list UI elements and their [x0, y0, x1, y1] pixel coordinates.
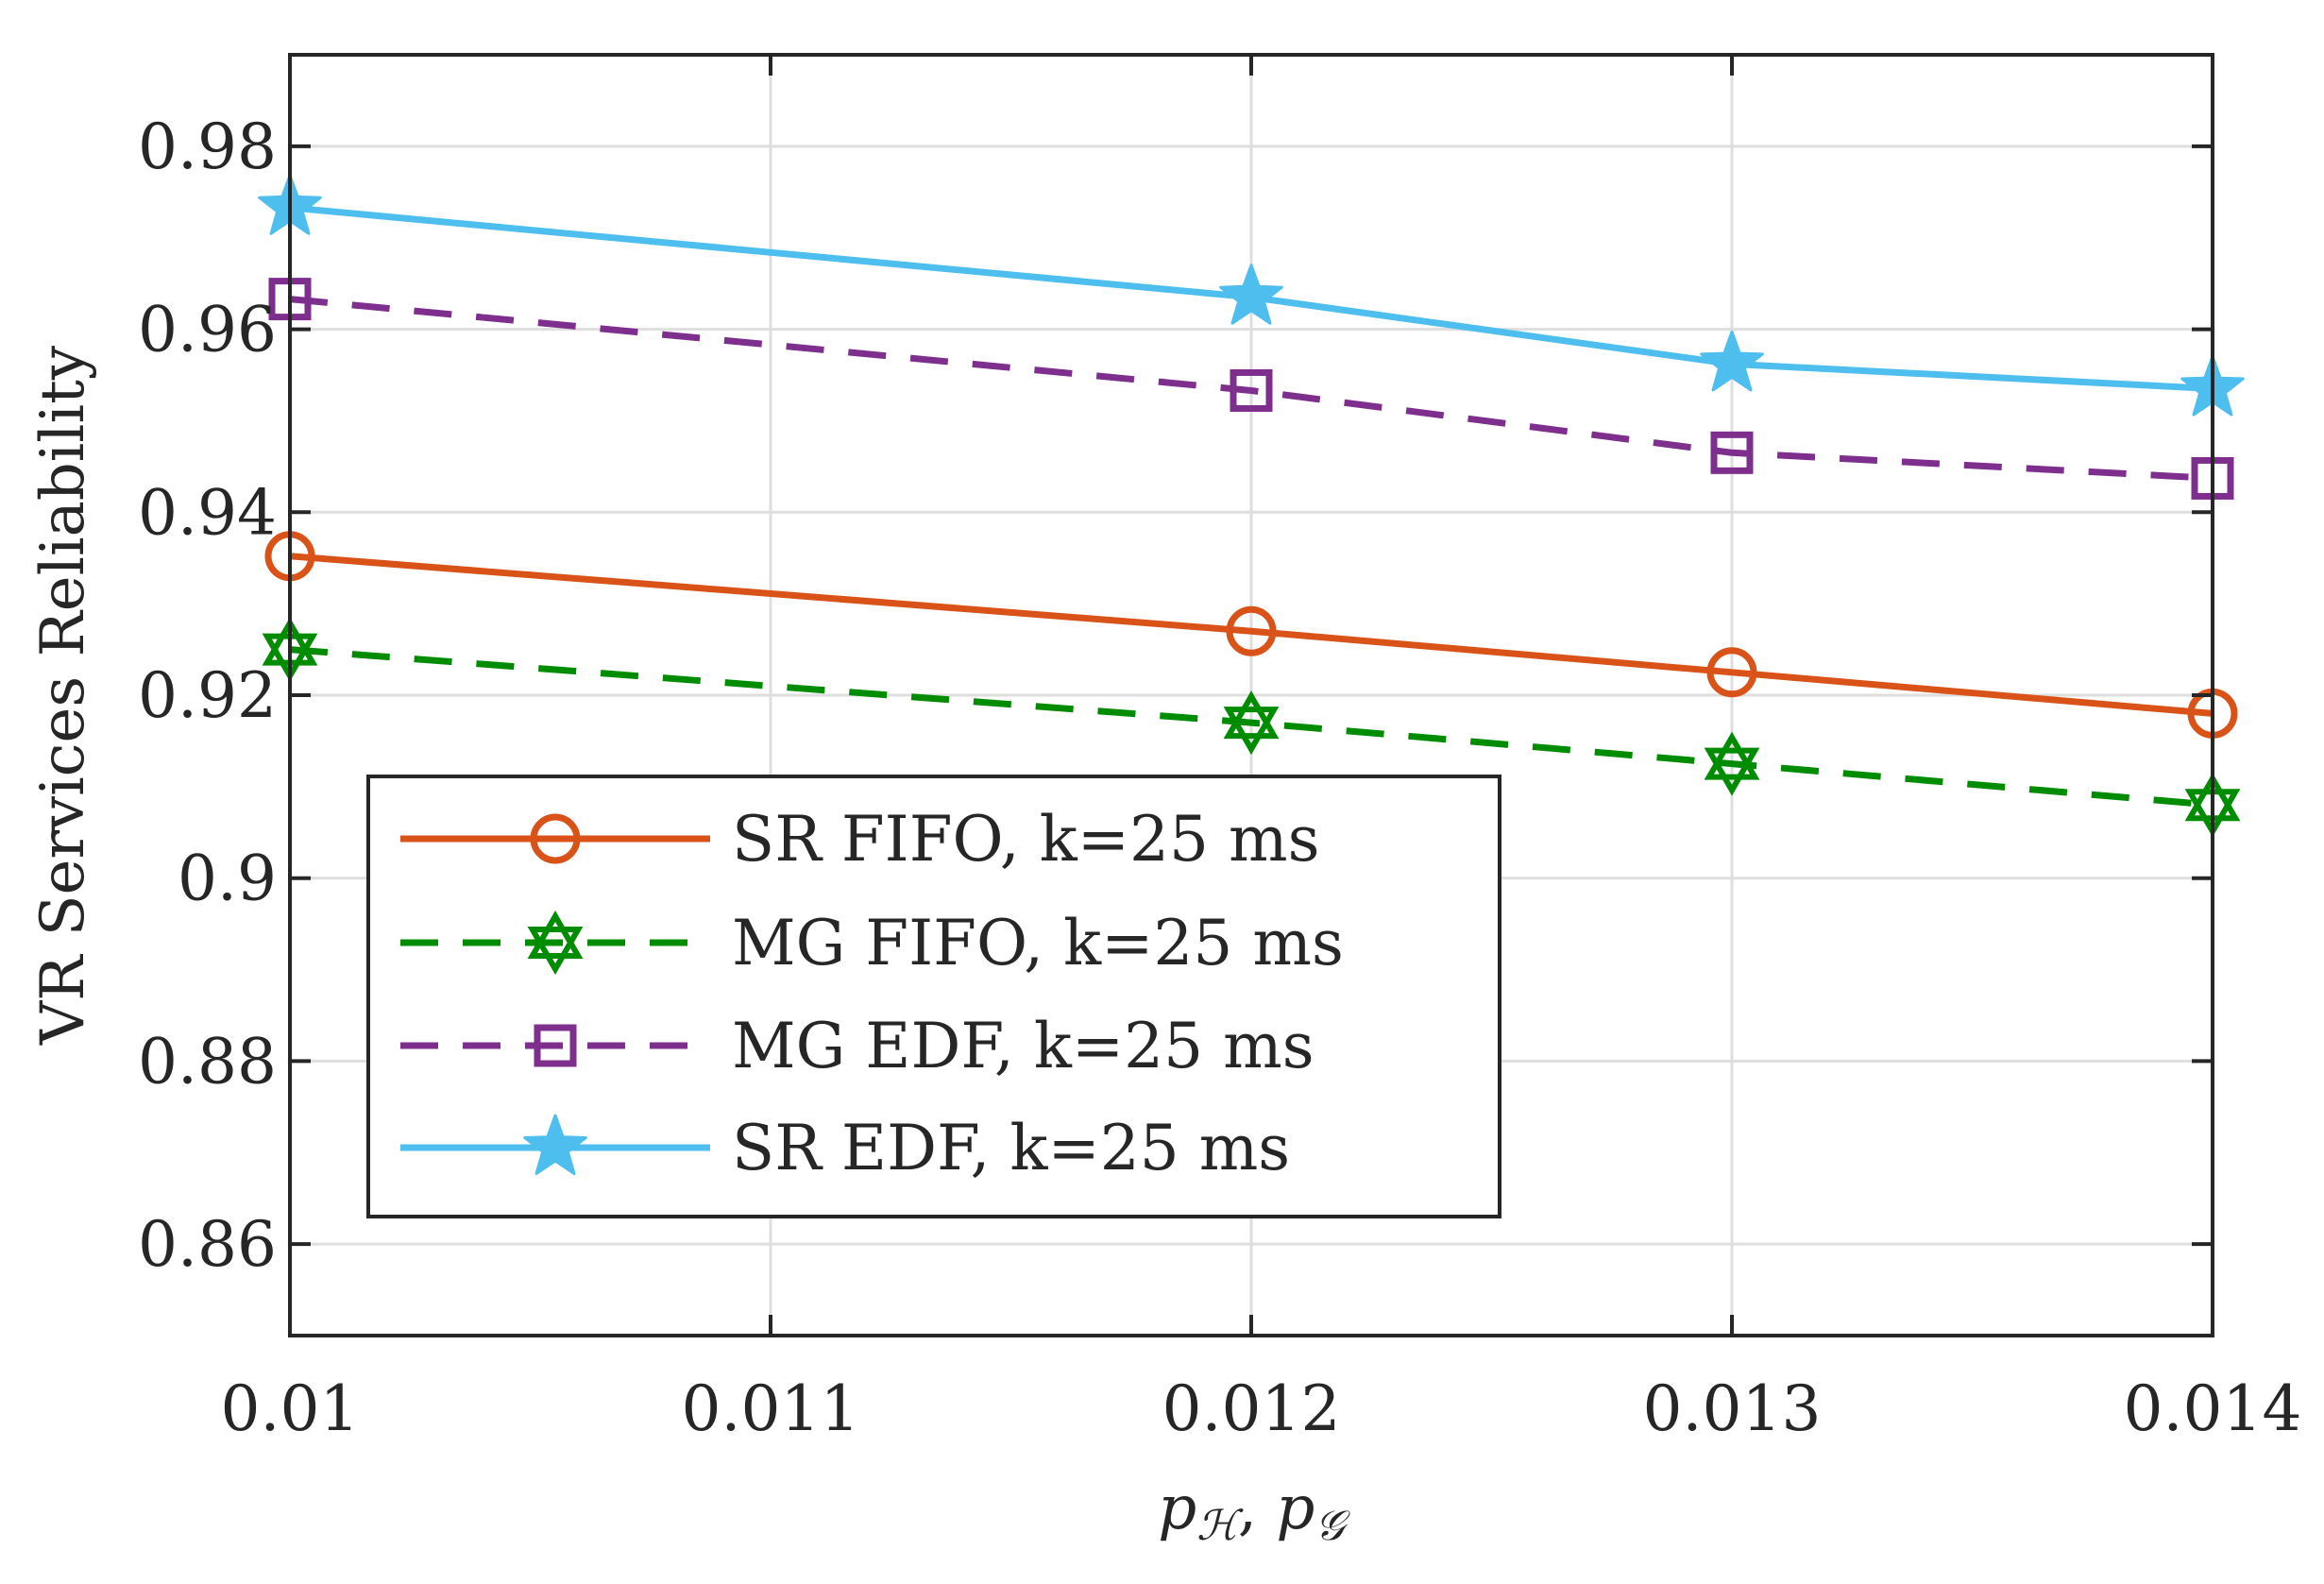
x-tick-label: 0.012: [1162, 1372, 1341, 1445]
square-marker: [1230, 368, 1273, 412]
legend-entries: SR FIFO, k=25 ms MG FIFO, k=25 ms MG EDF, …: [400, 803, 1344, 1184]
legend-label: SR EDF, k=25 ms: [732, 1112, 1290, 1184]
hexagram-marker: [1704, 731, 1760, 796]
series-line: [289, 204, 2214, 392]
hexagram-triangle-up: [1223, 690, 1280, 740]
x-label-sep: ,: [1238, 1473, 1277, 1543]
ticks: [288, 55, 2214, 1336]
y-tick-label: 0.98: [138, 111, 277, 183]
series-line: [289, 646, 2214, 809]
x-tick-label: 0.01: [221, 1372, 360, 1445]
series-line: [289, 553, 2214, 717]
circle-marker: [1706, 647, 1757, 698]
hexagram-triangle-up: [527, 910, 584, 959]
circle-marker: [1226, 605, 1277, 656]
legend-entry: SR EDF, k=25 ms: [400, 1112, 1290, 1184]
y-tick-label: 0.88: [138, 1025, 277, 1098]
square-marker: [534, 1024, 577, 1067]
star-marker: [1700, 330, 1764, 392]
x-axis-label: pℋ, p𝒢: [1158, 1473, 1350, 1550]
series-line: [289, 296, 2214, 482]
star-marker: [523, 1114, 587, 1175]
hexagram-marker: [1223, 690, 1280, 756]
hexagram-triangle-down: [1223, 707, 1280, 756]
legend-label: MG EDF, k=25 ms: [732, 1010, 1315, 1082]
square-marker: [1710, 431, 1754, 474]
y-axis-label: VR Services Reliability: [28, 346, 98, 1046]
y-tick-label: 0.9: [178, 843, 277, 915]
x-label-p2: p: [1276, 1473, 1315, 1543]
star-marker: [1219, 264, 1283, 325]
x-tick-label: 0.013: [1643, 1372, 1822, 1445]
legend-entry: MG FIFO, k=25 ms: [400, 907, 1344, 979]
hexagram-triangle-down: [1704, 747, 1760, 796]
x-tick-label: 0.014: [2124, 1372, 2302, 1445]
legend: SR FIFO, k=25 ms MG FIFO, k=25 ms MG EDF, …: [366, 775, 1501, 1218]
y-tick-label: 0.92: [138, 659, 277, 732]
y-tick-label: 0.96: [138, 294, 277, 366]
legend-entry: SR FIFO, k=25 ms: [400, 803, 1319, 876]
circle-marker: [530, 813, 581, 864]
legend-label: SR FIFO, k=25 ms: [732, 803, 1319, 876]
hexagram-triangle-down: [527, 927, 584, 976]
legend-entry: MG EDF, k=25 ms: [400, 1010, 1315, 1082]
y-tick-label: 0.86: [138, 1208, 277, 1281]
hexagram-marker: [527, 910, 584, 976]
tick-labels: 0.01 0.011 0.012 0.013 0.014 0.86 0.88 0.9 0.92 0…: [138, 111, 2301, 1445]
x-tick-label: 0.011: [682, 1372, 860, 1445]
x-label-sub1: ℋ: [1196, 1502, 1244, 1550]
x-label-p1: p: [1158, 1473, 1196, 1543]
hexagram-triangle-up: [1704, 731, 1760, 780]
legend-label: MG FIFO, k=25 ms: [732, 907, 1344, 979]
y-tick-label: 0.94: [138, 476, 277, 549]
